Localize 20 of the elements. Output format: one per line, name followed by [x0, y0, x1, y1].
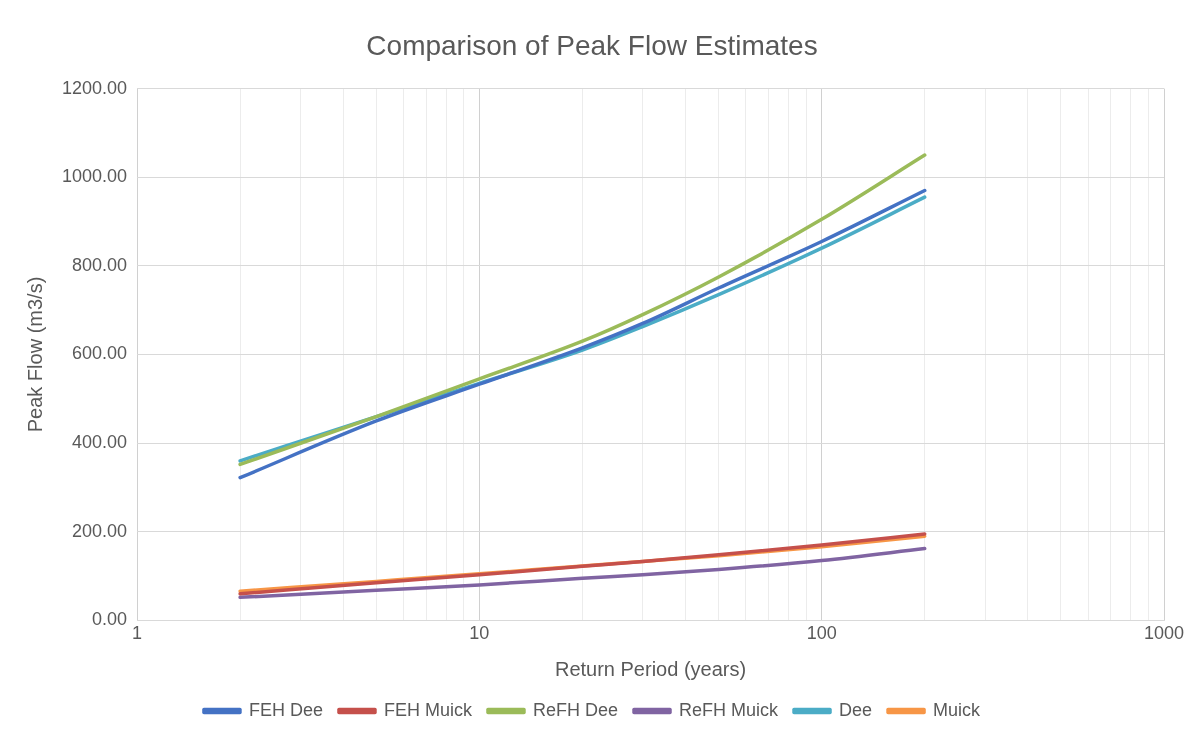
y-tick-label: 0.00: [92, 609, 128, 630]
x-axis-title: Return Period (years): [554, 657, 747, 680]
legend-label: ReFH Dee: [532, 699, 619, 720]
x-tick-label: 1000: [1143, 623, 1185, 644]
legend-label: FEH Dee: [248, 699, 323, 720]
y-axis-title: Peak Flow (m3/s): [23, 276, 46, 433]
y-tick-label: 1200.00: [61, 77, 128, 98]
y-tick-label: 1000.00: [61, 166, 128, 187]
legend-label: Muick: [933, 699, 982, 720]
x-tick-label: 1: [132, 623, 143, 644]
x-tick-label: 10: [469, 623, 490, 644]
x-tick-label: 100: [806, 623, 837, 644]
y-tick-label: 200.00: [72, 520, 128, 541]
chart-title: Comparison of Peak Flow Estimates: [366, 29, 818, 61]
legend-label: ReFH Muick: [679, 699, 780, 720]
y-tick-label: 800.00: [72, 254, 128, 275]
y-tick-label: 600.00: [72, 343, 128, 364]
legend-label: Dee: [839, 699, 873, 720]
legend-label: FEH Muick: [383, 699, 473, 720]
y-tick-label: 400.00: [72, 432, 128, 453]
